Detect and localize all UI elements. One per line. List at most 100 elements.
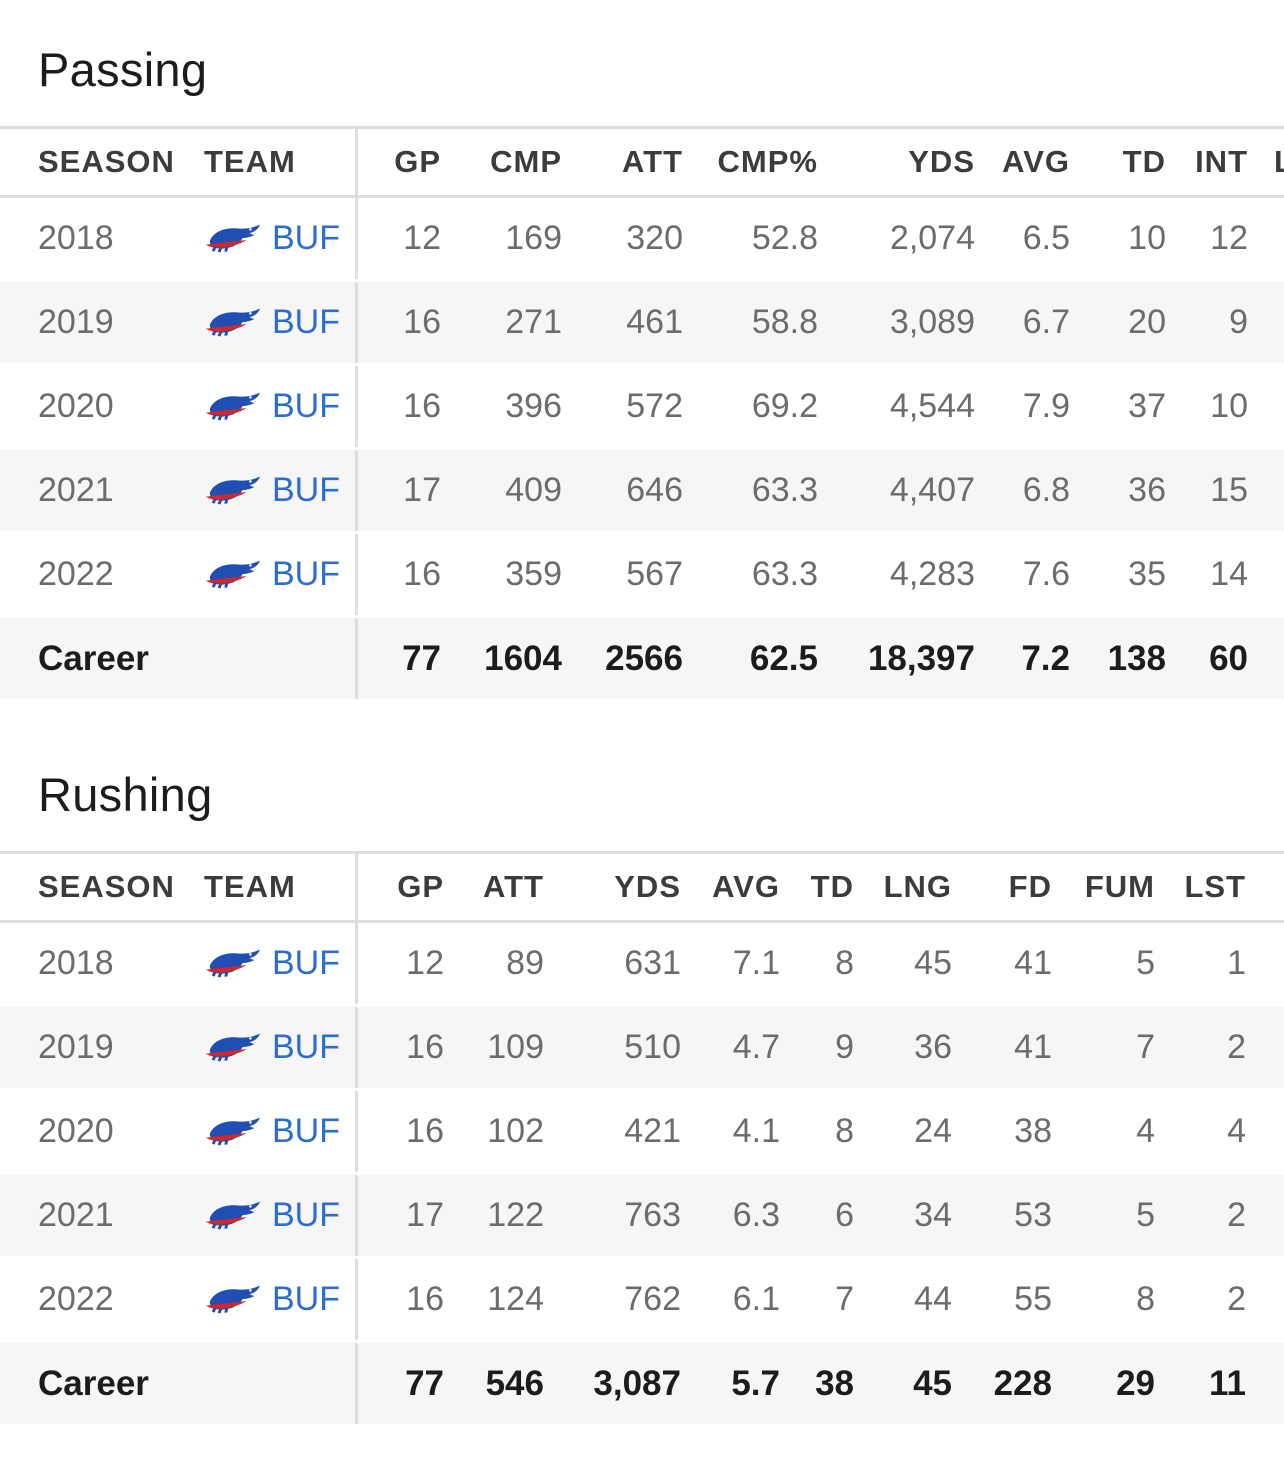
column-header-avg[interactable]: AVG [712, 869, 780, 904]
stat-cell-lng: 45 [914, 944, 952, 982]
stat-cell-cmp: 409 [505, 471, 562, 509]
stat-cell-yds: 4,283 [889, 555, 975, 593]
team-link[interactable]: BUF [204, 1091, 340, 1172]
team-link[interactable]: BUF [204, 450, 340, 531]
team-abbreviation[interactable]: BUF [272, 219, 340, 257]
stat-cell-att: 109 [487, 1028, 544, 1066]
stat-cell-yds: 421 [624, 1112, 681, 1150]
column-header-l[interactable]: L [1274, 129, 1284, 195]
stat-cell-gp: 16 [406, 1112, 444, 1150]
passing-title: Passing [38, 43, 208, 96]
stat-cell-avg: 6.1 [732, 1280, 780, 1318]
stat-cell-cmp-pct: 63.3 [751, 555, 818, 593]
column-header-gp[interactable]: GP [394, 144, 441, 179]
column-header-cmp-pct[interactable]: CMP% [717, 144, 818, 179]
stat-cell-lst: 1 [1227, 944, 1246, 982]
career-stat-cmp: 1604 [484, 638, 562, 678]
stat-cell-yds: 3,089 [889, 303, 975, 341]
team-abbreviation[interactable]: BUF [272, 1196, 340, 1234]
team-abbreviation[interactable]: BUF [272, 1280, 340, 1318]
column-header-td[interactable]: TD [1122, 144, 1166, 179]
team-abbreviation[interactable]: BUF [272, 387, 340, 425]
stat-cell-fd: 55 [1014, 1280, 1052, 1318]
stat-cell-yds: 762 [624, 1280, 681, 1318]
stat-cell-fd: 41 [1014, 944, 1052, 982]
column-header-att[interactable]: ATT [622, 144, 683, 179]
column-header-cmp[interactable]: CMP [490, 144, 562, 179]
team-link[interactable]: BUF [204, 1007, 340, 1088]
column-header-att[interactable]: ATT [483, 869, 544, 904]
team-abbreviation[interactable]: BUF [272, 1112, 340, 1150]
stat-cell-yds: 2,074 [889, 219, 975, 257]
column-header-lst[interactable]: LST [1184, 869, 1246, 904]
column-divider [355, 923, 358, 1004]
column-header-avg[interactable]: AVG [1002, 144, 1070, 179]
career-label: Career [38, 638, 149, 678]
buffalo-bills-logo-icon [205, 949, 261, 978]
stat-cell-avg: 4.1 [732, 1112, 780, 1150]
buffalo-bills-logo-icon [205, 1033, 261, 1062]
stat-cell-yds: 510 [624, 1028, 681, 1066]
column-header-yds[interactable]: YDS [908, 144, 975, 179]
column-header-team[interactable]: TEAM [204, 144, 296, 179]
career-stat-gp: 77 [405, 1363, 444, 1403]
column-header-int[interactable]: INT [1195, 144, 1248, 179]
stat-cell-lng: 44 [914, 1280, 952, 1318]
table-row: 2022 BUF 16 359 567 63.3 4,283 7.6 35 14 [0, 534, 1284, 618]
stat-cell-cmp-pct: 69.2 [751, 387, 818, 425]
stat-cell-lst: 2 [1227, 1196, 1246, 1234]
stat-cell-cmp: 169 [505, 219, 562, 257]
team-link[interactable]: BUF [204, 923, 340, 1004]
team-abbreviation[interactable]: BUF [272, 944, 340, 982]
career-stat-fum: 29 [1116, 1363, 1155, 1403]
stat-cell-att: 572 [626, 387, 683, 425]
column-divider [355, 1007, 358, 1088]
team-link[interactable]: BUF [204, 1175, 340, 1256]
column-header-lng[interactable]: LNG [883, 869, 952, 904]
stat-cell-avg: 4.7 [732, 1028, 780, 1066]
buffalo-bills-logo-icon [205, 476, 261, 505]
career-stat-td: 38 [815, 1363, 854, 1403]
team-link[interactable]: BUF [204, 282, 340, 363]
career-stat-yds: 3,087 [593, 1363, 681, 1403]
column-header-yds[interactable]: YDS [614, 869, 681, 904]
team-link[interactable]: BUF [204, 366, 340, 447]
season-cell: 2019 [38, 1028, 114, 1066]
table-row: 2018 BUF 12 89 631 7.1 8 45 41 5 1 [0, 923, 1284, 1007]
stat-cell-att: 646 [626, 471, 683, 509]
stat-cell-fd: 41 [1014, 1028, 1052, 1066]
column-divider [355, 198, 358, 279]
career-total-row: Career 77 546 3,087 5.7 38 45 228 29 11 [0, 1343, 1284, 1427]
column-header-season[interactable]: SEASON [38, 869, 175, 904]
rushing-header-row: SEASON TEAM GP ATT YDS AVG TD LNG FD FUM LST [0, 851, 1284, 923]
column-divider [355, 854, 358, 920]
column-header-team[interactable]: TEAM [204, 869, 296, 904]
season-cell: 2022 [38, 555, 114, 593]
team-link[interactable]: BUF [204, 198, 340, 279]
stat-cell-att: 102 [487, 1112, 544, 1150]
column-header-fum[interactable]: FUM [1084, 869, 1155, 904]
column-header-fd[interactable]: FD [1008, 869, 1052, 904]
team-abbreviation[interactable]: BUF [272, 303, 340, 341]
stat-cell-int: 10 [1210, 387, 1248, 425]
career-stat-int: 60 [1209, 638, 1248, 678]
buffalo-bills-logo-icon [205, 392, 261, 421]
team-link[interactable]: BUF [204, 1259, 340, 1340]
team-abbreviation[interactable]: BUF [272, 471, 340, 509]
team-abbreviation[interactable]: BUF [272, 1028, 340, 1066]
column-header-td[interactable]: TD [810, 869, 854, 904]
season-cell: 2020 [38, 387, 114, 425]
stat-cell-gp: 16 [403, 303, 441, 341]
buffalo-bills-logo-icon [205, 560, 261, 589]
stat-cell-yds: 763 [624, 1196, 681, 1234]
buffalo-bills-logo-icon [205, 224, 261, 253]
column-header-gp[interactable]: GP [397, 869, 444, 904]
team-abbreviation[interactable]: BUF [272, 555, 340, 593]
stat-cell-att: 320 [626, 219, 683, 257]
stat-cell-fum: 7 [1136, 1028, 1155, 1066]
team-link[interactable]: BUF [204, 534, 340, 615]
season-cell: 2020 [38, 1112, 114, 1150]
stat-cell-gp: 16 [403, 387, 441, 425]
column-header-season[interactable]: SEASON [38, 144, 175, 179]
stat-cell-att: 89 [506, 944, 544, 982]
